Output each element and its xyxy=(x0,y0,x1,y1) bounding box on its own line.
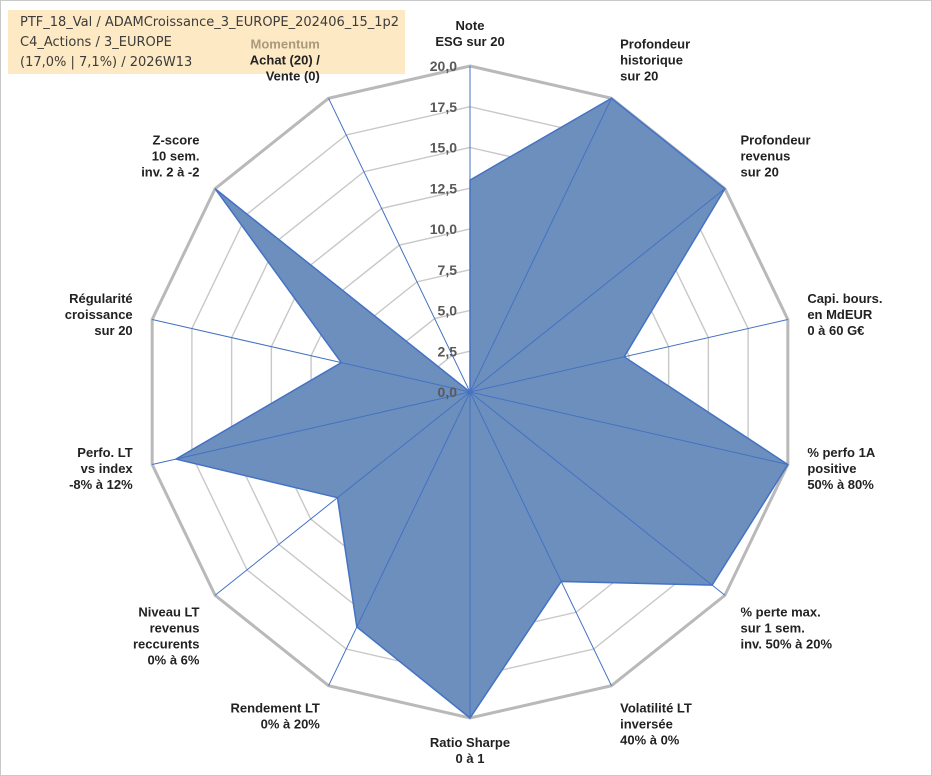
axis-label: sur 20 xyxy=(741,164,779,179)
axis-label: Profondeur xyxy=(620,36,690,51)
axis-label: revenus xyxy=(150,621,200,636)
axis-spoke xyxy=(469,391,788,466)
axis-label: Profondeur xyxy=(741,132,811,147)
axis-spoke xyxy=(469,188,726,393)
axis-label: Volatilité LT xyxy=(620,701,692,716)
axis-label: positive xyxy=(807,461,856,476)
axis-label: 0 à 1 xyxy=(456,751,485,766)
axis-label: 0% à 20% xyxy=(261,717,321,732)
axis-label: Ratio Sharpe xyxy=(430,735,510,750)
axis-label: sur 1 sem. xyxy=(741,621,805,636)
axis-label: revenus xyxy=(741,148,791,163)
tick-label: 17,5 xyxy=(430,99,457,115)
data-series-area xyxy=(174,97,789,720)
axis-label: en MdEUR xyxy=(807,307,873,322)
tick-label: 10,0 xyxy=(430,221,457,237)
axis-label: % perte max. xyxy=(741,605,821,620)
axis-label: Régularité xyxy=(69,291,133,306)
axis-spoke xyxy=(214,188,471,393)
axis-label: 10 sem. xyxy=(152,148,200,163)
axis-spoke xyxy=(328,391,471,686)
axis-label: Vente (0) xyxy=(266,68,320,83)
axis-label: Capi. bours. xyxy=(807,291,882,306)
axis-label: -8% à 12% xyxy=(69,477,133,492)
axis-label: ESG sur 20 xyxy=(435,34,504,49)
axis-label: 40% à 0% xyxy=(620,733,680,748)
tick-label: 7,5 xyxy=(438,262,458,278)
axis-label: 50% à 80% xyxy=(807,477,874,492)
axis-label: Rendement LT xyxy=(231,701,320,716)
axis-label: vs index xyxy=(81,461,134,476)
axis-category-label: Momentum xyxy=(251,36,320,51)
tick-label: 12,5 xyxy=(430,180,457,196)
axis-spoke xyxy=(152,391,471,466)
axis-label: % perfo 1A xyxy=(807,445,876,460)
axis-label: Perfo. LT xyxy=(77,445,132,460)
tick-label: 5,0 xyxy=(438,303,458,319)
axis-spoke xyxy=(469,391,726,596)
axis-spoke xyxy=(469,391,612,686)
tick-label: 0,0 xyxy=(438,384,458,400)
axis-label: inversée xyxy=(620,717,673,732)
axis-label: croissance xyxy=(65,307,133,322)
axis-label: reccurents xyxy=(133,637,199,652)
portfolio-info-box: PTF_18_Val / ADAMCroissance_3_EUROPE_202… xyxy=(8,10,405,74)
axis-label: 0% à 6% xyxy=(147,653,199,668)
axis-label: inv. 50% à 20% xyxy=(741,637,833,652)
axis-spoke xyxy=(214,391,471,596)
axis-spoke xyxy=(152,318,471,393)
axis-label: 0 à 60 G€ xyxy=(807,323,864,338)
portfolio-category: C4_Actions / 3_EUROPE xyxy=(20,35,172,50)
axis-label: historique xyxy=(620,52,683,67)
axis-label: Z-score xyxy=(153,132,200,147)
tick-label: 2,5 xyxy=(438,343,458,359)
axis-label: Niveau LT xyxy=(138,605,199,620)
portfolio-stats: (17,0% | 7,1%) / 2026W13 xyxy=(20,55,193,70)
axis-label: sur 20 xyxy=(620,68,658,83)
axis-spoke xyxy=(469,318,788,393)
axis-label: Achat (20) / xyxy=(250,52,320,67)
axis-label: inv. 2 à -2 xyxy=(141,164,199,179)
tick-label: 20,0 xyxy=(430,58,457,74)
axis-label: Note xyxy=(456,18,485,33)
axis-spoke xyxy=(328,98,471,393)
axis-spoke xyxy=(469,98,612,393)
tick-label: 15,0 xyxy=(430,140,457,156)
portfolio-name: PTF_18_Val / ADAMCroissance_3_EUROPE_202… xyxy=(20,15,400,30)
axis-label: sur 20 xyxy=(94,323,132,338)
